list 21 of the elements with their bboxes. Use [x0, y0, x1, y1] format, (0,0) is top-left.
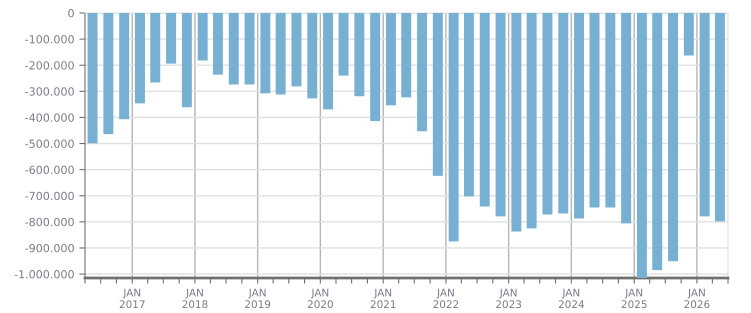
x-tick-label: JAN 2017 — [120, 288, 145, 308]
y-tick-label: -900.000 — [25, 244, 74, 252]
y-tick-label: -500.000 — [25, 140, 74, 148]
x-tick-label: JAN 2024 — [558, 288, 584, 308]
y-tick-label: -700.000 — [25, 192, 74, 200]
y-tick-label: -300.000 — [25, 87, 74, 96]
x-tick-label: JAN 2019 — [245, 288, 270, 308]
x-tick-label: JAN 2023 — [496, 288, 522, 308]
y-tick-label: -100.000 — [25, 35, 74, 44]
x-tick-label: JAN 2025 — [622, 288, 647, 308]
y-tick-label: -400.000 — [25, 113, 74, 122]
y-tick-label: -1.000.000 — [14, 270, 74, 278]
x-tick-label: JAN 2021 — [370, 288, 396, 308]
x-tick-label: JAN 2026 — [684, 288, 710, 308]
x-tick-label: JAN 2022 — [433, 288, 458, 308]
x-tick-label: JAN 2018 — [182, 288, 208, 308]
y-tick-label: 0 — [68, 8, 74, 18]
y-tick-label: -800.000 — [25, 218, 74, 226]
y-tick-label: -600.000 — [25, 166, 74, 174]
x-tick-label: JAN 2020 — [308, 288, 333, 308]
y-tick-label: -200.000 — [25, 61, 74, 70]
